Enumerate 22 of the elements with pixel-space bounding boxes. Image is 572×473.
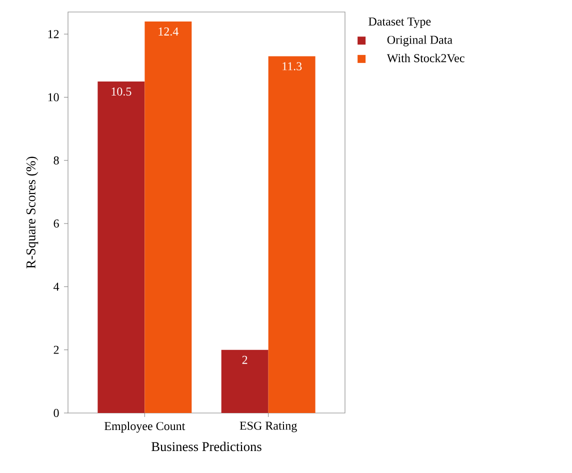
y-tick-label: 8: [54, 156, 59, 164]
y-tick-label: 10: [48, 93, 59, 102]
bar: [268, 56, 316, 413]
data-label: 12.4: [158, 28, 178, 36]
x-tick-label: ESG Rating: [240, 422, 297, 432]
x-tick-label: Employee Count: [104, 422, 186, 433]
bar: [98, 81, 145, 413]
x-axis-title: Business Predictions: [152, 442, 262, 452]
y-tick-label: 0: [54, 408, 59, 418]
y-axis-title: R-Square Scores (%): [26, 156, 38, 268]
data-label: 10.5: [112, 87, 132, 96]
legend-label: Original Data: [387, 35, 452, 46]
bar: [144, 21, 192, 413]
legend-label: With Stock2Vec: [386, 54, 464, 62]
legend-title: Dataset Type: [368, 18, 431, 28]
y-tick-label: 2: [54, 346, 59, 354]
data-label: 11.3: [282, 62, 302, 70]
y-tick-label: 6: [54, 220, 59, 228]
bar: [221, 350, 268, 413]
data-label: 2: [242, 356, 248, 364]
y-tick-label: 12: [48, 30, 59, 38]
y-tick-label: 4: [54, 282, 60, 291]
